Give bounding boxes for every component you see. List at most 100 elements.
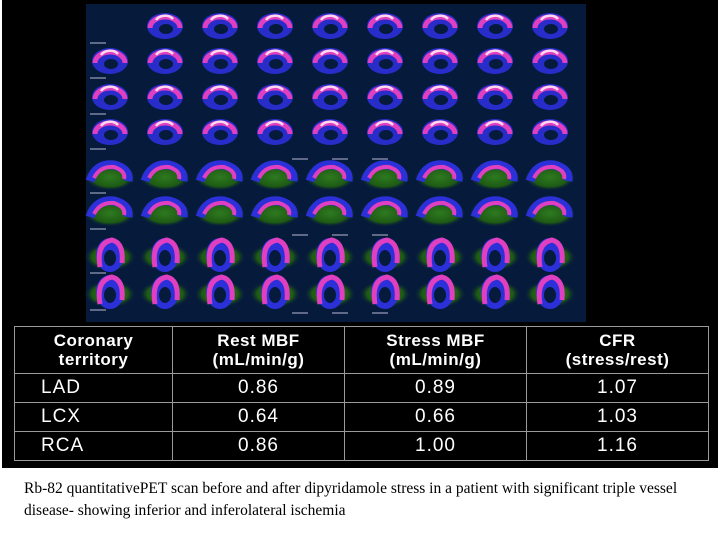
pet-slice — [257, 48, 293, 74]
pet-slice — [469, 274, 521, 309]
pet-slice — [304, 274, 356, 309]
stress-mbf-cell: 0.66 — [344, 402, 527, 432]
pet-slice — [524, 274, 576, 309]
scan-annotation-mark — [90, 113, 106, 115]
pet-slice — [469, 237, 521, 272]
scan-row — [84, 274, 576, 309]
pet-slice — [469, 160, 521, 191]
pet-slice — [147, 84, 183, 110]
pet-slice — [477, 48, 513, 74]
scan-annotation-mark — [90, 42, 106, 44]
scan-annotation-mark — [292, 158, 308, 160]
header-cfr: CFR (stress/rest) — [526, 326, 709, 374]
pet-slice — [422, 48, 458, 74]
pet-slice — [202, 13, 238, 39]
scan-row — [84, 160, 576, 191]
pet-slice — [304, 237, 356, 272]
scan-annotation-mark — [90, 228, 106, 230]
cfr-cell: 1.16 — [526, 431, 709, 461]
territory-cell: LCX — [14, 402, 173, 432]
pet-scan-grid — [84, 4, 586, 322]
pet-slice — [422, 13, 458, 39]
header-coronary-territory: Coronary territory — [14, 326, 173, 374]
pet-slice — [147, 13, 183, 39]
pet-slice — [422, 84, 458, 110]
pet-slice — [532, 84, 568, 110]
scan-annotation-mark — [372, 234, 388, 236]
pet-slice — [249, 196, 301, 227]
pet-slice — [194, 274, 246, 309]
pet-slice — [367, 13, 403, 39]
pet-slice — [92, 84, 128, 110]
pet-slice — [147, 48, 183, 74]
pet-slice — [84, 274, 136, 309]
figure-caption: Rb-82 quantitativePET scan before and af… — [24, 480, 678, 519]
pet-slice — [139, 196, 191, 227]
pet-slice — [249, 274, 301, 309]
pet-slice — [84, 196, 136, 227]
pet-slice — [359, 274, 411, 309]
table-header-row: Coronary territory Rest MBF (mL/min/g) S… — [14, 326, 709, 374]
pet-slice — [202, 48, 238, 74]
pet-slice — [532, 13, 568, 39]
slide-panel: Coronary territory Rest MBF (mL/min/g) S… — [2, 0, 718, 468]
scan-row — [92, 48, 568, 74]
pet-slice — [477, 13, 513, 39]
header-rest-mbf: Rest MBF (mL/min/g) — [172, 326, 345, 374]
scan-annotation-mark — [332, 234, 348, 236]
rest-mbf-cell: 0.86 — [172, 431, 345, 461]
pet-slice — [477, 119, 513, 145]
pet-slice — [414, 237, 466, 272]
stress-mbf-cell: 0.89 — [344, 373, 527, 403]
scan-annotation-mark — [90, 309, 106, 311]
pet-slice — [257, 119, 293, 145]
rest-mbf-cell: 0.64 — [172, 402, 345, 432]
pet-slice — [249, 237, 301, 272]
pet-slice — [414, 196, 466, 227]
pet-slice — [524, 237, 576, 272]
scan-annotation-mark — [90, 272, 106, 274]
cfr-cell: 1.03 — [526, 402, 709, 432]
scan-row — [92, 84, 568, 110]
pet-slice — [359, 237, 411, 272]
pet-slice — [367, 84, 403, 110]
pet-slice — [532, 48, 568, 74]
myocardial-blood-flow-table: Coronary territory Rest MBF (mL/min/g) S… — [14, 326, 709, 461]
pet-slice — [359, 196, 411, 227]
scan-annotation-mark — [292, 312, 308, 314]
pet-slice — [84, 237, 136, 272]
pet-slice — [469, 196, 521, 227]
pet-slice — [312, 84, 348, 110]
pet-slice — [532, 119, 568, 145]
pet-slice — [359, 160, 411, 191]
pet-slice — [84, 160, 136, 191]
scan-annotation-mark — [90, 148, 106, 150]
pet-slice — [139, 237, 191, 272]
scan-row — [84, 237, 576, 272]
scan-annotation-mark — [90, 192, 106, 194]
pet-slice — [367, 119, 403, 145]
pet-slice — [477, 84, 513, 110]
scan-annotation-mark — [332, 312, 348, 314]
pet-slice — [249, 160, 301, 191]
pet-slice — [139, 274, 191, 309]
header-stress-mbf: Stress MBF (mL/min/g) — [344, 326, 527, 374]
pet-slice — [92, 48, 128, 74]
territory-cell: LAD — [14, 373, 173, 403]
pet-slice — [257, 84, 293, 110]
table-row: RCA 0.86 1.00 1.16 — [14, 431, 709, 461]
stress-mbf-cell: 1.00 — [344, 431, 527, 461]
scan-annotation-mark — [90, 77, 106, 79]
pet-slice — [414, 160, 466, 191]
pet-slice — [257, 13, 293, 39]
table-row: LCX 0.64 0.66 1.03 — [14, 402, 709, 432]
territory-cell: RCA — [14, 431, 173, 461]
pet-slice — [312, 13, 348, 39]
pet-slice — [524, 196, 576, 227]
cfr-cell: 1.07 — [526, 373, 709, 403]
rest-mbf-cell: 0.86 — [172, 373, 345, 403]
pet-slice — [194, 237, 246, 272]
pet-slice — [524, 160, 576, 191]
pet-slice — [202, 84, 238, 110]
pet-slice — [422, 119, 458, 145]
